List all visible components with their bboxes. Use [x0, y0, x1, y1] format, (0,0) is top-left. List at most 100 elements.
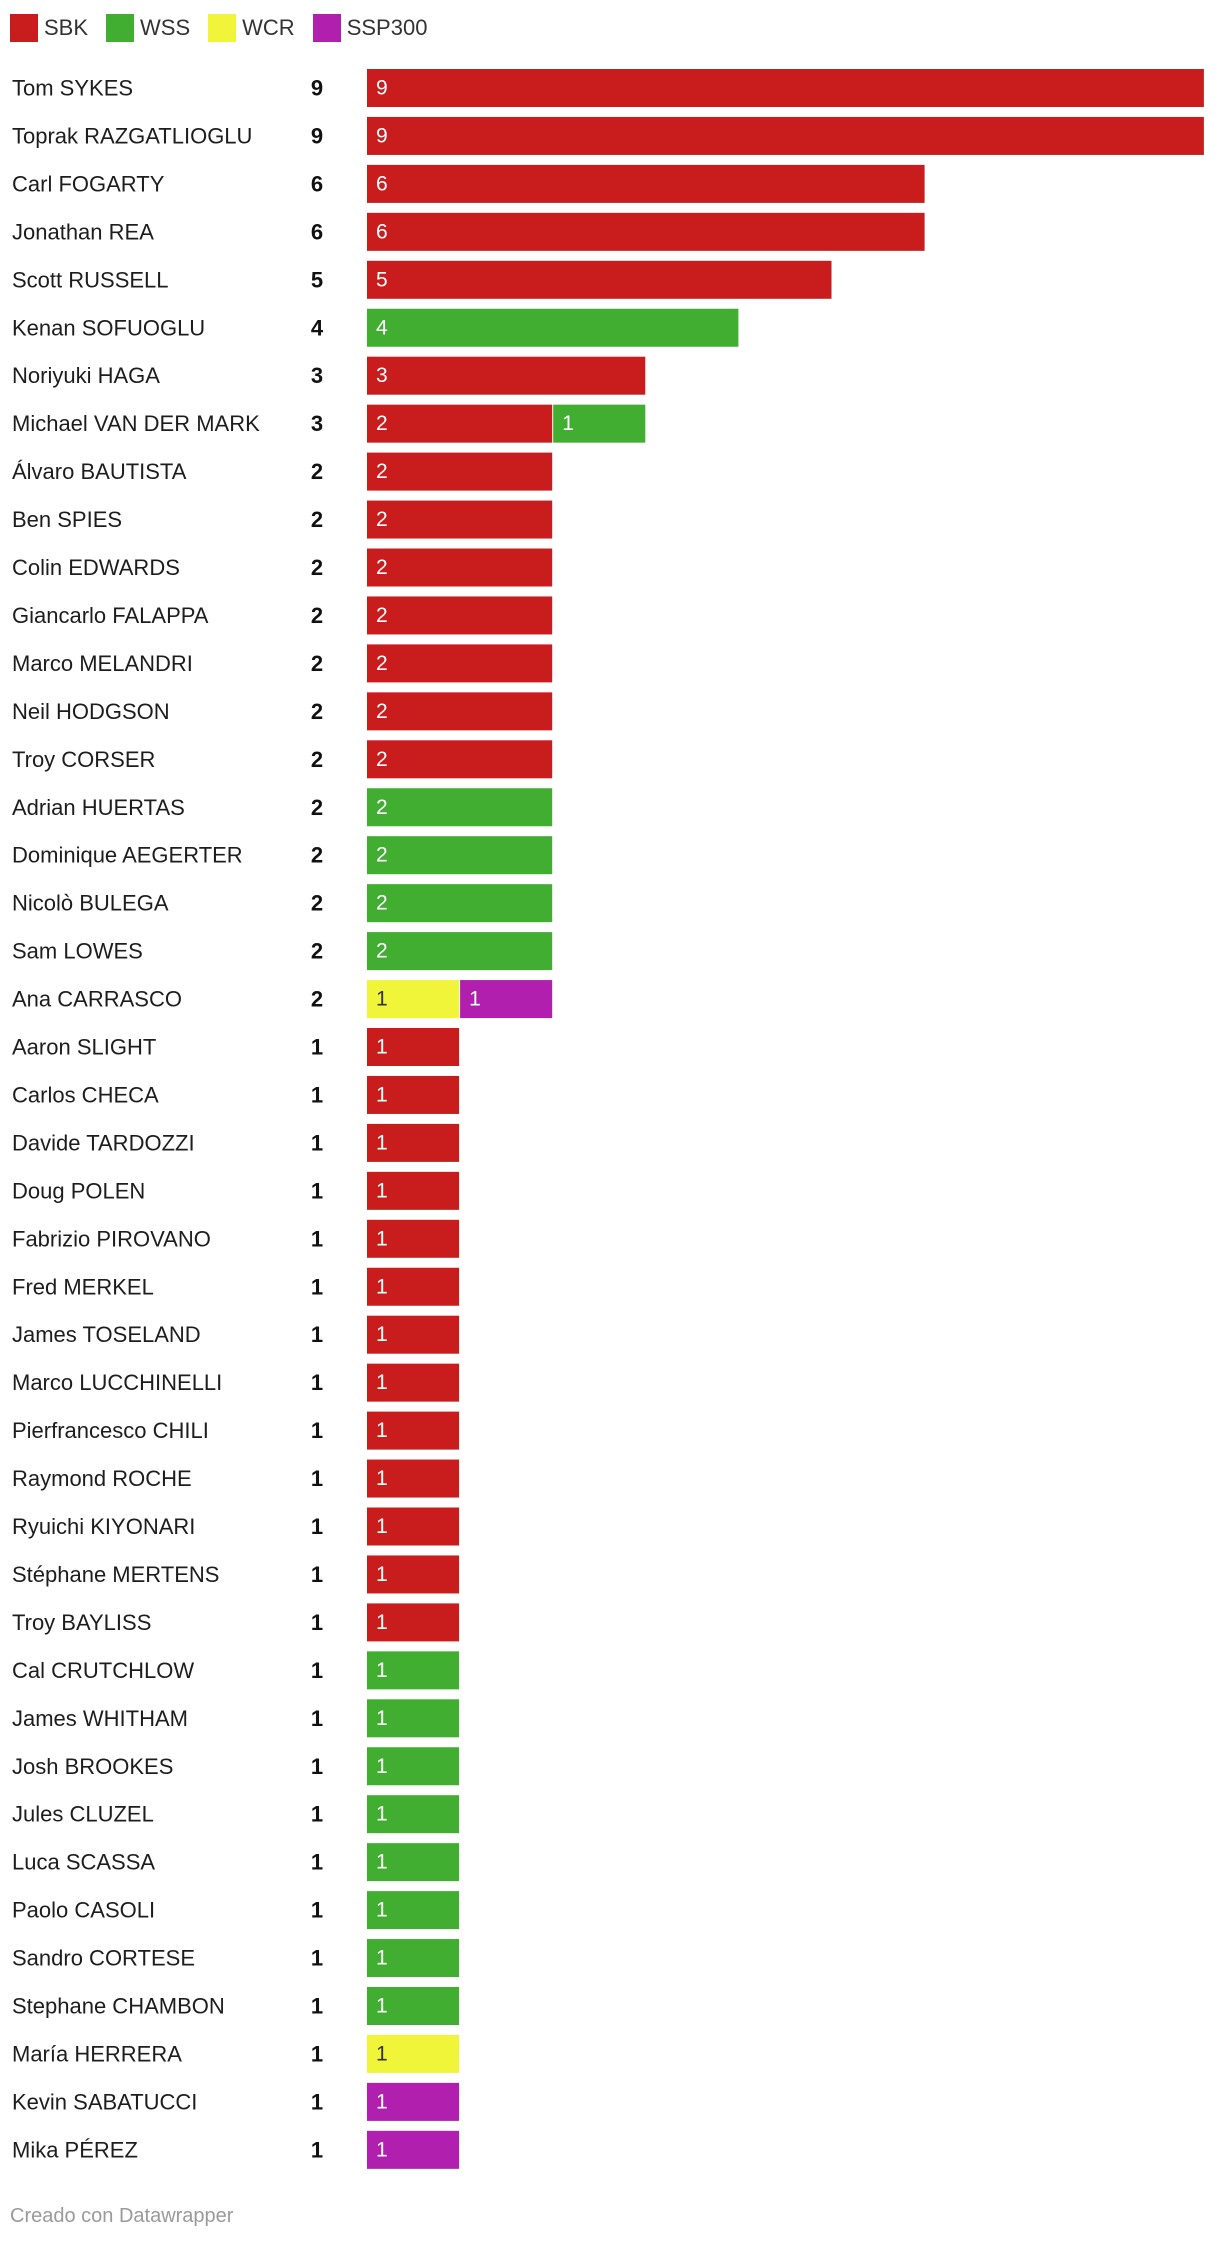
row-total-label: 2	[311, 843, 323, 868]
row-total-label: 2	[311, 555, 323, 580]
row-total-label: 4	[311, 315, 324, 340]
row-name-label: Michael VAN DER MARK	[12, 411, 260, 436]
chart-legend: SBK WSS WCR SSP300	[10, 12, 445, 44]
bar-value-label: 2	[376, 796, 388, 819]
bar-row: Neil HODGSON 2 2	[12, 692, 553, 731]
bar-row: Carl FOGARTY 6 6	[12, 164, 925, 203]
bar-segment-sbk	[367, 260, 832, 299]
row-total-label: 3	[311, 363, 323, 388]
bar-value-label: 6	[376, 220, 388, 243]
bar-row: Stéphane MERTENS 1 1	[12, 1555, 460, 1594]
bar-row: Ryuichi KIYONARI 1 1	[12, 1507, 460, 1546]
bar-row: Jonathan REA 6 6	[12, 212, 925, 251]
bar-value-label: 1	[376, 1179, 388, 1202]
bar-segment-sbk	[367, 740, 553, 779]
bar-segment-wss	[553, 404, 646, 443]
bar-row: María HERRERA 1 1	[12, 2034, 460, 2073]
bar-segment-sbk	[367, 164, 925, 203]
bar-value-label: 1	[376, 1611, 388, 1634]
bar-segment-wss	[367, 932, 553, 971]
row-total-label: 2	[311, 507, 323, 532]
row-name-label: Paolo CASOLI	[12, 1898, 155, 1923]
bar-segment-ssp300	[367, 2130, 460, 2169]
bar-value-label: 1	[376, 1419, 388, 1442]
legend-swatch	[106, 14, 135, 42]
bar-value-label: 1	[376, 1467, 388, 1490]
bar-row: Cal CRUTCHLOW 1 1	[12, 1651, 460, 1690]
bar-value-label: 2	[376, 508, 388, 531]
bar-value-label: 2	[376, 604, 388, 627]
row-name-label: Stephane CHAMBON	[12, 1994, 225, 2019]
bar-value-label: 2	[376, 412, 388, 435]
bar-segment-sbk	[367, 1507, 460, 1546]
bar-value-label: 9	[376, 124, 388, 147]
row-name-label: Kevin SABATUCCI	[12, 2089, 197, 2114]
bar-row: Marco MELANDRI 2 2	[12, 644, 553, 683]
bar-segment-wcr	[367, 980, 460, 1019]
row-total-label: 1	[311, 1706, 323, 1731]
bar-segment-sbk	[367, 452, 553, 491]
bar-row: Nicolò BULEGA 2 2	[12, 884, 553, 923]
row-name-label: Noriyuki HAGA	[12, 363, 160, 388]
bar-segment-wss	[367, 836, 553, 875]
bar-value-label: 2	[376, 844, 388, 867]
row-name-label: Ryuichi KIYONARI	[12, 1514, 195, 1539]
bar-segment-sbk	[367, 1411, 460, 1450]
bar-row: Álvaro BAUTISTA 2 2	[12, 452, 553, 491]
bar-row: Kenan SOFUOGLU 4 4	[12, 308, 739, 347]
row-name-label: María HERRERA	[12, 2041, 182, 2066]
row-name-label: Nicolò BULEGA	[12, 891, 169, 916]
bar-segment-sbk	[367, 500, 553, 539]
row-total-label: 2	[311, 987, 323, 1012]
bar-value-label: 2	[376, 940, 388, 963]
bar-value-label: 2	[376, 892, 388, 915]
row-name-label: Neil HODGSON	[12, 699, 170, 724]
bar-value-label: 2	[376, 460, 388, 483]
bar-row: Paolo CASOLI 1 1	[12, 1891, 460, 1930]
bar-segment-wss	[367, 1651, 460, 1690]
bar-value-label: 1	[376, 1659, 388, 1682]
row-name-label: Aaron SLIGHT	[12, 1035, 156, 1060]
bar-row: Doug POLEN 1 1	[12, 1171, 460, 1210]
row-name-label: Ana CARRASCO	[12, 987, 182, 1012]
bar-segment-wss	[367, 1843, 460, 1882]
bar-value-label: 1	[376, 2138, 388, 2161]
row-total-label: 1	[311, 1418, 323, 1443]
row-total-label: 2	[311, 651, 323, 676]
row-total-label: 1	[311, 2089, 323, 2114]
row-name-label: Jonathan REA	[12, 219, 154, 244]
bar-value-label: 1	[376, 1947, 388, 1970]
row-name-label: Troy BAYLISS	[12, 1610, 151, 1635]
bar-segment-sbk	[367, 1028, 460, 1066]
bar-segment-wss	[367, 1891, 460, 1930]
bar-value-label: 2	[376, 748, 388, 771]
bar-row: Troy CORSER 2 2	[12, 740, 553, 779]
bar-segment-sbk	[367, 1219, 460, 1258]
row-name-label: Ben SPIES	[12, 507, 122, 532]
attribution-footer: Creado con Datawrapper	[10, 2205, 234, 2227]
bar-value-label: 6	[376, 172, 388, 195]
bar-segment-wss	[367, 1795, 460, 1834]
row-name-label: Marco LUCCHINELLI	[12, 1370, 222, 1395]
bar-segment-sbk	[367, 644, 553, 683]
bar-row: Troy BAYLISS 1 1	[12, 1603, 460, 1642]
legend-swatch	[312, 14, 341, 42]
legend-label: SSP300	[346, 15, 428, 40]
bar-row: Mika PÉREZ 1 1	[12, 2130, 460, 2169]
bar-segment-ssp300	[460, 980, 553, 1019]
bar-row: Tom SYKES 9 9	[12, 69, 1204, 107]
row-total-label: 1	[311, 1898, 323, 1923]
bar-value-label: 9	[376, 77, 388, 100]
bar-value-label: 1	[376, 988, 388, 1011]
bar-row: Scott RUSSELL 5 5	[12, 260, 832, 299]
row-name-label: Stéphane MERTENS	[12, 1562, 219, 1587]
bar-row: James WHITHAM 1 1	[12, 1699, 460, 1738]
row-total-label: 1	[311, 1610, 323, 1635]
row-total-label: 1	[311, 1562, 323, 1587]
bar-segment-wcr	[367, 2034, 460, 2073]
bar-value-label: 1	[376, 1131, 388, 1154]
row-total-label: 9	[311, 76, 323, 101]
bar-segment-sbk	[367, 1603, 460, 1642]
row-name-label: Fabrizio PIROVANO	[12, 1226, 211, 1251]
row-name-label: Scott RUSSELL	[12, 267, 169, 292]
